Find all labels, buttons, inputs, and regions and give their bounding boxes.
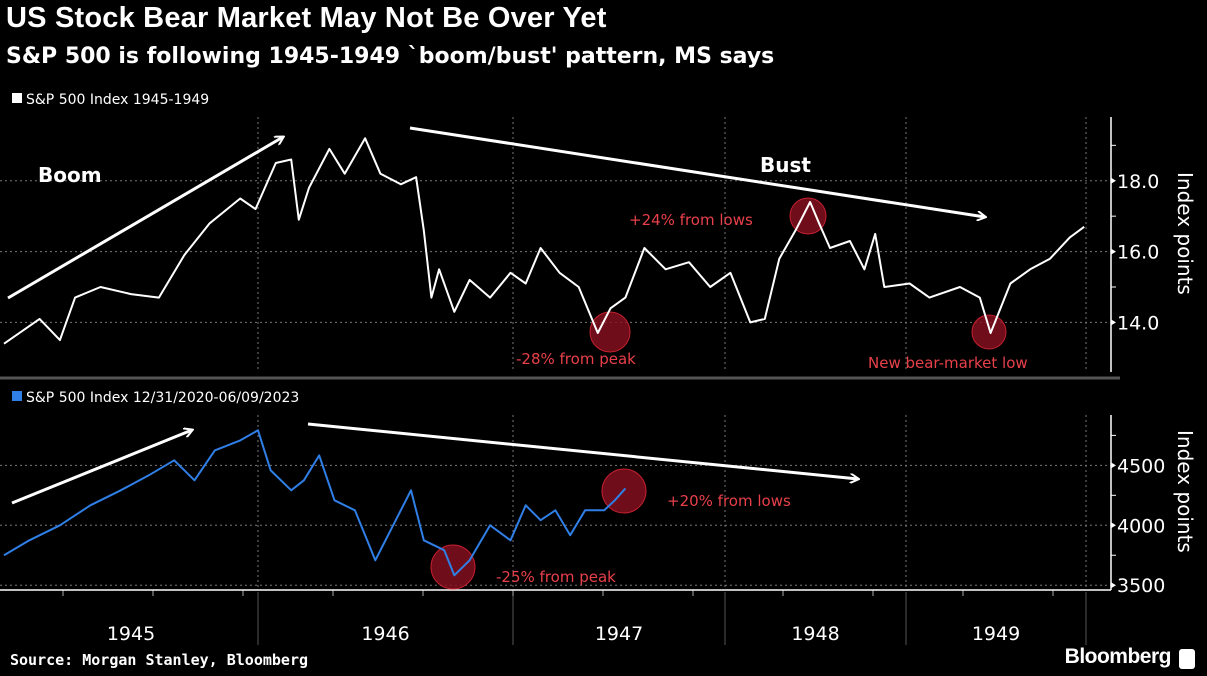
x-tick-label: 1947 [595, 623, 643, 645]
legend-label-2020: S&P 500 Index 12/31/2020-06/09/2023 [26, 390, 299, 406]
chart-title: US Stock Bear Market May Not Be Over Yet [6, 2, 607, 34]
source-note: Source: Morgan Stanley, Bloomberg [10, 651, 309, 669]
annotation-bust: Bust [760, 153, 811, 177]
y-tick-label: 18.0 [1117, 171, 1159, 193]
y-tick-mark [1111, 462, 1116, 469]
y-tick-label: 3500 [1117, 575, 1165, 597]
bloomberg-logo: Bloomberg [1064, 645, 1172, 668]
y-tick-label: 4000 [1117, 515, 1165, 537]
bust-arrow-top [409, 126, 985, 217]
y-axis-title-top: Index points [1173, 172, 1197, 295]
y-tick-label: 14.0 [1117, 312, 1159, 334]
bust-arrow-bottom [307, 422, 858, 479]
annotation-25-from-peak: -25% from peak [496, 568, 616, 586]
annotation-24-from-lows: +24% from lows [629, 211, 753, 229]
y-tick-mark [1111, 522, 1116, 529]
bloomberg-chart-icon [1179, 649, 1195, 669]
boom-arrow-bottom [11, 430, 192, 505]
y-tick-mark [1111, 582, 1116, 589]
highlight-circle-28-from-peak [589, 311, 631, 353]
x-tick-label: 1949 [972, 623, 1020, 645]
x-tick-label: 1948 [791, 623, 839, 645]
annotation-new-bear-market-low: New bear-market low [868, 354, 1028, 372]
legend-label-1945: S&P 500 Index 1945-1949 [26, 92, 209, 108]
x-tick-label: 1945 [107, 623, 155, 645]
y-axis-title-bottom: Index points [1173, 430, 1197, 553]
chart-subtitle: S&P 500 is following 1945-1949 `boom/bus… [6, 44, 775, 69]
highlight-circle-25-from-peak [430, 544, 476, 590]
boom-arrow-top [7, 137, 283, 300]
annotation-boom: Boom [38, 163, 102, 187]
legend-swatch-1945 [12, 93, 22, 103]
series-line-1945-1949 [3, 137, 1085, 345]
y-tick-mark [1111, 319, 1116, 326]
annotation-20-from-lows: +20% from lows [667, 492, 791, 510]
x-tick-label: 1946 [361, 623, 409, 645]
y-tick-label: 16.0 [1117, 242, 1159, 264]
annotation-28-from-peak: -28% from peak [516, 350, 636, 368]
y-tick-mark [1111, 177, 1116, 184]
legend-swatch-2020 [12, 391, 22, 401]
y-tick-label: 4500 [1117, 455, 1165, 477]
y-tick-mark [1111, 248, 1116, 255]
highlight-circle-new-low [971, 314, 1007, 350]
series-line-2020-2023 [3, 429, 627, 577]
